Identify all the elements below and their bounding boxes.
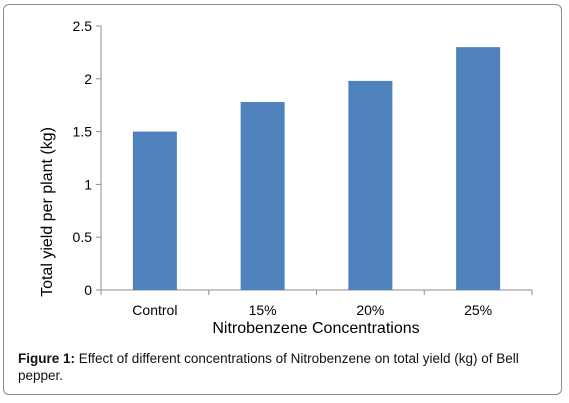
bar-4 — [456, 47, 501, 291]
figure-frame — [3, 4, 562, 395]
caption-label: Figure 1: — [18, 351, 76, 366]
y-tick-label: 1.5 — [73, 124, 93, 140]
y-tick-label: 2 — [84, 71, 92, 87]
caption-text: Effect of different concentrations of Ni… — [18, 351, 519, 383]
bar-3 — [348, 80, 393, 290]
y-ticks: 0 0.5 1 1.5 2 2.5 — [73, 18, 101, 298]
bar-1 — [132, 131, 177, 290]
figure-caption: Figure 1: Effect of different concentrat… — [18, 350, 553, 384]
bar-2 — [240, 102, 285, 290]
bars — [132, 47, 501, 291]
x-tick-label: 25% — [464, 302, 492, 318]
y-tick-label: 1 — [84, 176, 92, 192]
x-axis-label: Nitrobenzene Concentrations — [212, 320, 419, 337]
x-tick-label: Control — [132, 302, 177, 318]
y-tick-label: 0 — [84, 282, 92, 298]
bar-chart: 0 0.5 1 1.5 2 2.5 Control 15% 20% 25% Total yiel… — [39, 18, 533, 337]
y-tick-label: 2.5 — [73, 18, 93, 34]
y-axis-label: Total yield per plant (kg) — [39, 127, 56, 297]
y-tick-label: 0.5 — [73, 229, 93, 245]
x-ticks: Control 15% 20% 25% — [100, 290, 533, 318]
x-tick-label: 15% — [249, 302, 277, 318]
x-tick-label: 20% — [356, 302, 384, 318]
